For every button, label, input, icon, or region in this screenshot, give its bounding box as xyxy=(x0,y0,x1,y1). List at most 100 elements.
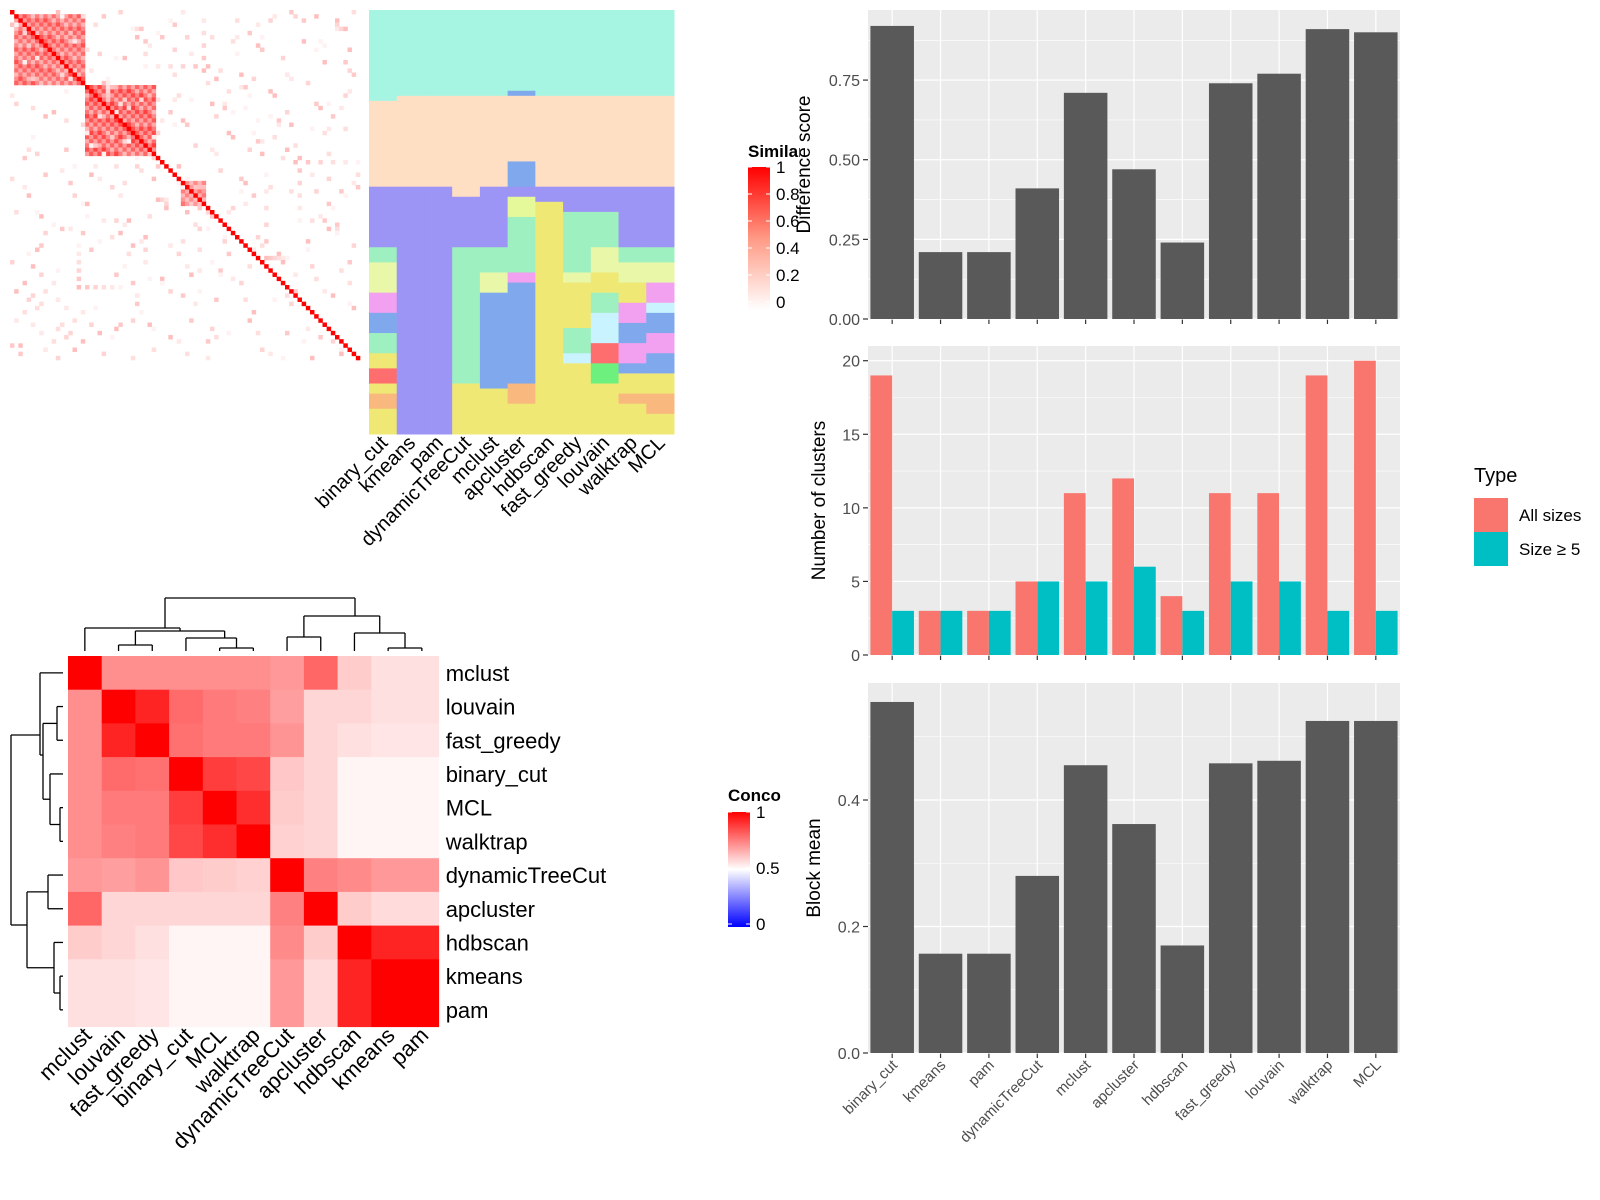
concordance-cell xyxy=(135,993,170,1028)
similarity-cell xyxy=(80,55,86,61)
similarity-legend-tick-label: 0.8 xyxy=(776,185,800,204)
similarity-cell xyxy=(176,180,182,186)
similarity-cell xyxy=(35,14,40,19)
similarity-cell xyxy=(351,243,357,248)
similarity-cell xyxy=(80,122,86,127)
similarity-cell xyxy=(210,35,215,40)
cluster-assignment-cell xyxy=(369,353,398,369)
similarity-cell xyxy=(139,89,144,94)
concordance-cell xyxy=(371,925,406,960)
similarity-cell xyxy=(55,43,61,48)
similarity-cell xyxy=(210,326,215,332)
similarity-cell xyxy=(22,35,27,40)
similarity-cell xyxy=(93,118,98,123)
similarity-cell xyxy=(14,43,19,48)
similarity-cell xyxy=(235,35,240,40)
similarity-cell xyxy=(130,280,136,286)
similarity-cell xyxy=(297,193,302,198)
similarity-cell xyxy=(43,60,48,65)
cluster-assignment-cell xyxy=(563,328,592,354)
similarity-cell xyxy=(72,39,77,44)
cluster-assignment-cell xyxy=(479,95,509,188)
similarity-cell xyxy=(39,18,44,23)
similarity-cell xyxy=(122,135,127,140)
similarity-cell xyxy=(89,85,94,90)
similarity-cell xyxy=(189,185,194,190)
similarity-cell xyxy=(30,105,36,111)
similarity-cell xyxy=(201,43,207,48)
similarity-cell xyxy=(39,64,44,69)
bar xyxy=(870,25,914,320)
similarity-cell xyxy=(201,197,207,202)
similarity-cell xyxy=(18,51,23,57)
similarity-diagonal-cell xyxy=(314,314,319,319)
bar-all-sizes xyxy=(1305,375,1328,655)
similarity-cell xyxy=(14,55,19,61)
bar-y-axis-label: Number of clusters xyxy=(809,421,830,580)
similarity-cell xyxy=(30,14,36,19)
similarity-cell xyxy=(185,35,190,40)
cluster-assignment-cell xyxy=(618,393,647,405)
similarity-cell xyxy=(110,93,115,98)
similarity-cell xyxy=(64,30,69,36)
similarity-cell xyxy=(351,10,357,15)
cluster-assignment-cell xyxy=(646,302,675,314)
cluster-assignment-cell xyxy=(452,95,481,188)
similarity-cell xyxy=(151,130,157,136)
similarity-cell xyxy=(80,39,86,44)
similarity-cell xyxy=(130,143,136,148)
similarity-cell xyxy=(43,26,48,32)
similarity-cell xyxy=(39,272,44,277)
bar-size5 xyxy=(1037,581,1060,655)
concordance-cell xyxy=(303,656,338,691)
similarity-cell xyxy=(130,118,136,123)
cluster-assignment-cell xyxy=(369,333,398,354)
similarity-cell xyxy=(122,55,127,61)
similarity-cell xyxy=(101,89,107,94)
similarity-cell xyxy=(51,60,57,65)
similarity-cell xyxy=(72,164,77,169)
bar xyxy=(1257,73,1301,320)
similarity-diagonal-cell xyxy=(205,205,211,211)
similarity-cell xyxy=(93,126,98,132)
concordance-cell xyxy=(303,723,338,758)
similarity-diagonal-cell xyxy=(214,214,219,219)
similarity-cell xyxy=(305,239,311,244)
similarity-cell xyxy=(247,318,252,323)
similarity-cell xyxy=(14,72,19,77)
similarity-cell xyxy=(151,155,157,161)
similarity-cell xyxy=(126,97,132,102)
similarity-cell xyxy=(80,26,86,32)
bar xyxy=(1015,188,1060,319)
cluster-assignment-cell xyxy=(618,322,647,344)
similarity-cell xyxy=(139,85,144,90)
cluster-assignment-cell xyxy=(590,292,620,314)
similarity-cell xyxy=(14,30,19,36)
similarity-cell xyxy=(60,76,65,82)
similarity-cell xyxy=(255,118,261,123)
similarity-cell xyxy=(305,247,311,252)
similarity-cell xyxy=(97,105,102,111)
similarity-cell xyxy=(235,18,240,23)
similarity-diagonal-cell xyxy=(210,210,215,215)
similarity-cell xyxy=(155,64,161,69)
similarity-cell xyxy=(64,47,69,52)
similarity-cell xyxy=(122,126,127,132)
similarity-cell xyxy=(260,347,265,352)
similarity-cell xyxy=(30,22,36,27)
similarity-cell xyxy=(101,93,107,98)
similarity-cell xyxy=(22,68,27,73)
concordance-cell xyxy=(236,723,271,758)
similarity-cell xyxy=(139,168,144,173)
similarity-cell xyxy=(293,14,298,19)
similarity-cell xyxy=(35,72,40,77)
similarity-cell xyxy=(80,30,86,36)
similarity-cell xyxy=(47,18,52,23)
similarity-cell xyxy=(239,176,244,182)
similarity-cell xyxy=(280,260,286,265)
similarity-cell xyxy=(47,55,52,61)
similarity-cell xyxy=(105,85,111,90)
similarity-cell xyxy=(55,26,61,32)
similarity-cell xyxy=(339,268,344,273)
similarity-cell xyxy=(22,51,27,57)
